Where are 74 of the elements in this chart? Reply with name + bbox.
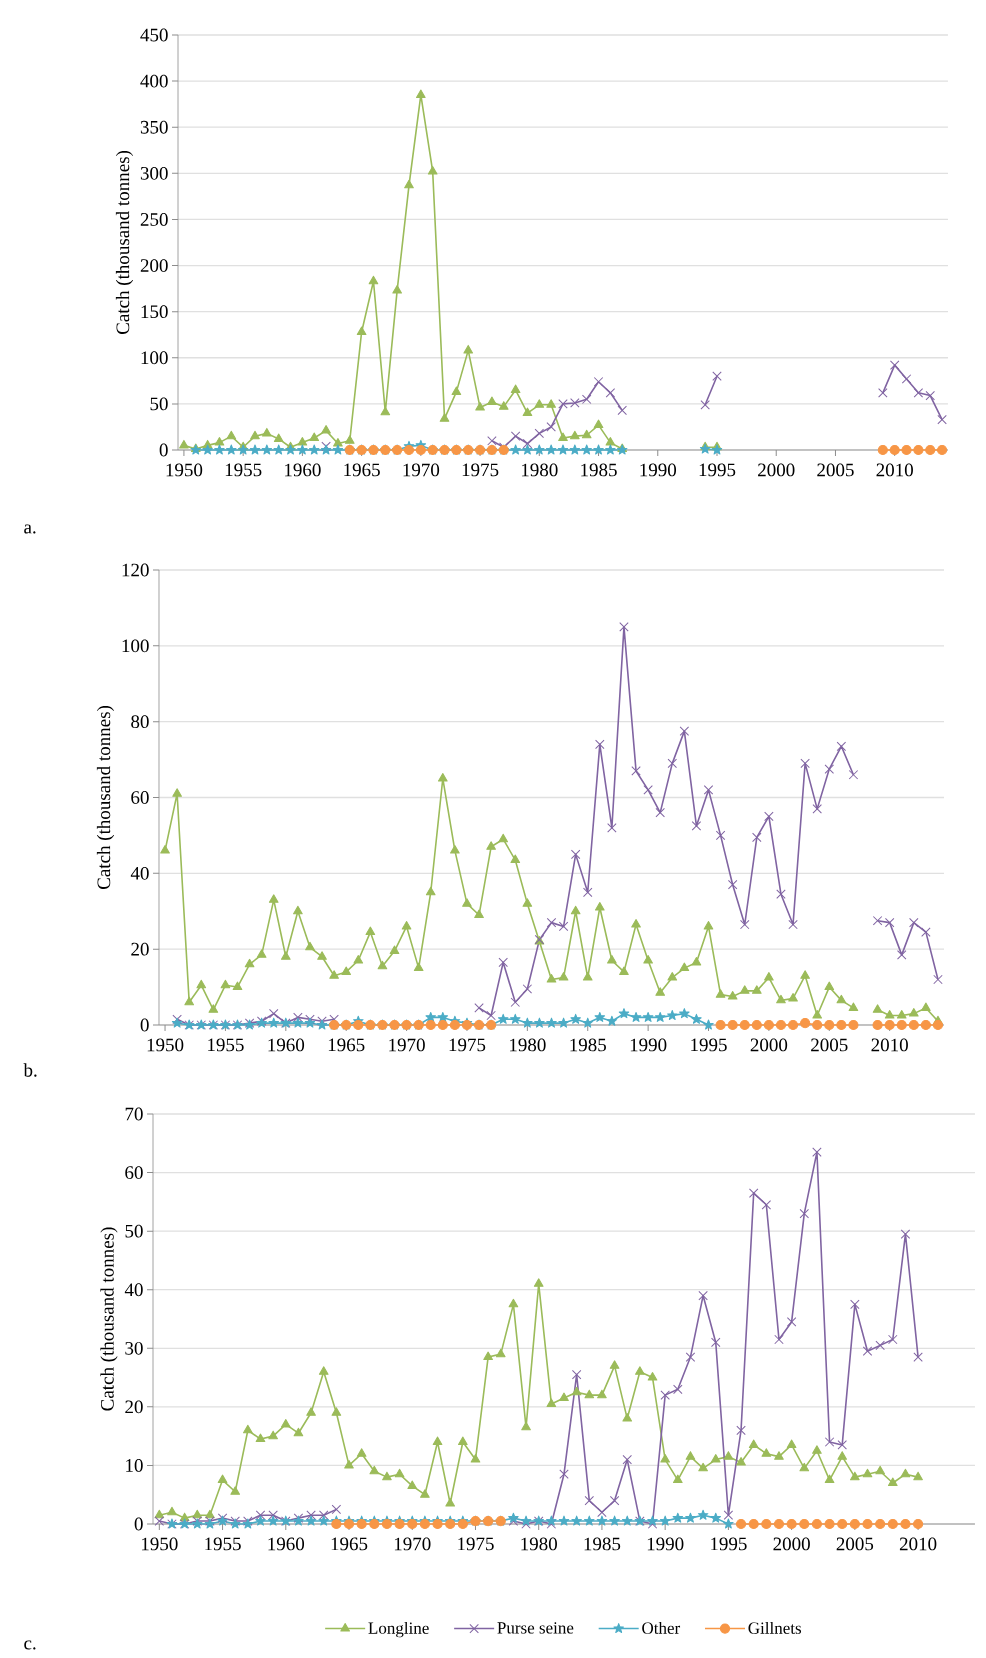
y-tick-label: 150 [141,305,168,319]
x-tick-label: 1975 [462,463,499,477]
x-tick-label: 1995 [699,463,736,477]
x-tick-label: 1950 [147,1038,184,1052]
x-tick-label: 1965 [344,463,380,477]
x-tick-label: 2005 [811,1038,848,1052]
x-tick-label: 1950 [166,463,203,477]
x-tick-label: 1995 [711,1537,747,1551]
y-tick-label: 0 [159,443,168,457]
x-tick-label: 2000 [758,463,795,477]
x-tick-label: 2005 [836,1537,874,1551]
y-tick-label: 0 [140,1018,149,1032]
y-tick-label: 100 [122,639,149,653]
legend-label: Gillnets [748,1621,802,1634]
text: b. [23,1063,37,1077]
legend-label: Longline [368,1621,429,1638]
y-tick-label: 30 [125,1341,143,1355]
x-tick-label: 2000 [750,1038,788,1052]
x-tick-label: 1955 [205,1537,241,1551]
x-tick-label: 1950 [141,1537,178,1551]
x-tick-label: 1980 [510,1038,546,1052]
y-tick-label: 60 [131,791,149,804]
y-tick-label: 200 [140,259,168,272]
x-tick-label: 1980 [521,1537,557,1551]
y-axis-title: Catch (thousand tonnes) [100,1227,118,1411]
x-tick-label: 1960 [285,463,321,477]
y-tick-label: 350 [140,120,168,134]
x-tick-label: 1970 [403,463,440,477]
y-tick-label: 50 [150,397,168,411]
y-tick-label: 250 [140,213,168,226]
y-tick-label: 60 [125,1166,143,1179]
legend-label: Purse seine [497,1622,574,1634]
x-tick-label: 1995 [691,1038,727,1052]
x-tick-label: 1960 [268,1537,305,1551]
x-tick-label: 1980 [521,463,558,477]
y-tick-label: 40 [130,866,149,880]
x-tick-label: 1985 [570,1038,606,1052]
x-tick-label: 2010 [899,1537,937,1551]
x-tick-label: 1990 [647,1537,684,1551]
y-tick-label: 40 [124,1283,143,1297]
x-tick-label: 1965 [328,1038,365,1052]
x-tick-label: 1970 [389,1038,425,1052]
y-tick-label: 100 [141,351,168,365]
y-tick-label: 20 [125,1400,143,1414]
x-tick-label: 2010 [871,1038,908,1052]
y-tick-label: 450 [140,28,168,42]
x-tick-label: 1955 [225,463,262,477]
y-tick-label: 70 [125,1107,143,1121]
y-tick-label: 400 [140,74,168,88]
y-tick-label: 50 [125,1224,143,1238]
x-tick-label: 1970 [394,1537,431,1551]
y-tick-label: 300 [140,166,168,180]
x-tick-label: 1960 [268,1038,305,1052]
y-axis-title: Catch (thousand tonnes) [115,150,134,335]
y-tick-label: 10 [126,1459,143,1472]
x-tick-label: 1985 [581,463,617,477]
legend-label: Other [642,1621,681,1634]
x-tick-label: 2010 [876,463,913,477]
x-tick-label: 2000 [773,1537,810,1551]
text: a. [24,524,36,534]
x-tick-label: 1975 [458,1537,494,1551]
x-tick-label: 1965 [331,1537,368,1551]
y-axis-title: Catch (thousand tonnes) [96,705,115,890]
x-tick-label: 1985 [584,1537,621,1551]
text: c. [24,1640,36,1650]
y-tick-label: 20 [131,942,149,956]
x-tick-label: 1975 [449,1038,486,1052]
x-tick-label: 1955 [208,1038,244,1052]
x-tick-label: 1990 [640,463,677,477]
y-tick-label: 120 [122,563,149,577]
x-tick-label: 2005 [817,463,854,477]
y-tick-label: 0 [134,1517,143,1531]
x-tick-label: 1990 [630,1038,667,1052]
y-tick-label: 80 [131,715,149,729]
